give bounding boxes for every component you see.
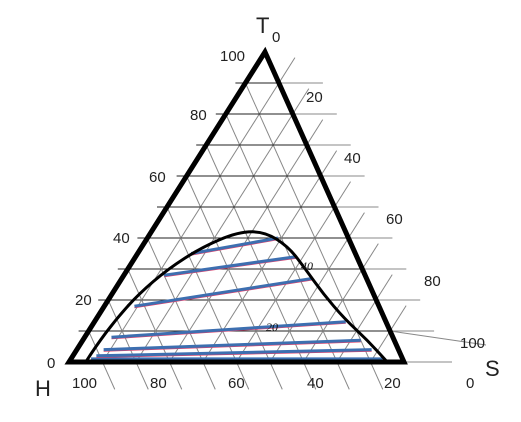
grid-line-constant-s <box>102 57 296 363</box>
right-tick-100: 100 <box>460 335 485 352</box>
grid-line-constant-s <box>202 150 338 363</box>
vertex-label-t: T <box>256 13 269 38</box>
grid-line-constant-s <box>135 88 310 363</box>
left-tick-100: 100 <box>220 48 245 65</box>
tie-line <box>103 338 361 352</box>
right-tick-80: 80 <box>424 273 441 290</box>
grid-line-constant-h <box>244 82 384 390</box>
right-tick-0: 0 <box>272 29 280 46</box>
grid-line-tick-right <box>390 330 487 346</box>
bottom-tick-80: 80 <box>150 375 167 392</box>
tie-line <box>96 348 372 358</box>
tie-line <box>111 320 346 339</box>
bottom-tick-20: 20 <box>384 375 401 392</box>
grid-line-constant-s <box>236 181 351 363</box>
triangle-frame <box>64 46 408 365</box>
binodal-curve <box>84 230 389 364</box>
tie-line <box>163 255 297 277</box>
grid-line-constant-h <box>127 268 183 390</box>
left-tick-20: 20 <box>75 292 92 309</box>
grid-line-constant-s <box>303 243 379 363</box>
right-tick-20: 20 <box>306 89 323 106</box>
right-tick-40: 40 <box>344 150 361 167</box>
left-tick-0: 0 <box>47 355 55 372</box>
bottom-tick-0: 0 <box>466 375 474 392</box>
bottom-tick-100: 100 <box>72 375 97 392</box>
annotation-20: 20 <box>266 320 278 334</box>
vertex-label-h: H <box>35 376 51 401</box>
grid-line-constant-h <box>107 299 149 390</box>
grid-line-constant-s <box>370 305 407 363</box>
left-tick-80: 80 <box>190 107 207 124</box>
annotation-40: 40 <box>301 259 313 273</box>
grid-line-constant-h <box>205 144 317 390</box>
bottom-tick-40: 40 <box>307 375 324 392</box>
grid-line-constant-s <box>169 119 324 363</box>
left-tick-60: 60 <box>149 169 166 186</box>
right-tick-60: 60 <box>386 211 403 228</box>
grid-layer <box>78 57 487 390</box>
left-tick-40: 40 <box>113 230 130 247</box>
bottom-tick-60: 60 <box>228 375 245 392</box>
grid-line-constant-h <box>225 113 350 390</box>
tie-line <box>134 276 314 308</box>
vertex-label-s: S <box>485 356 500 381</box>
tie-line <box>190 236 279 255</box>
grid-line-constant-s <box>336 274 393 363</box>
